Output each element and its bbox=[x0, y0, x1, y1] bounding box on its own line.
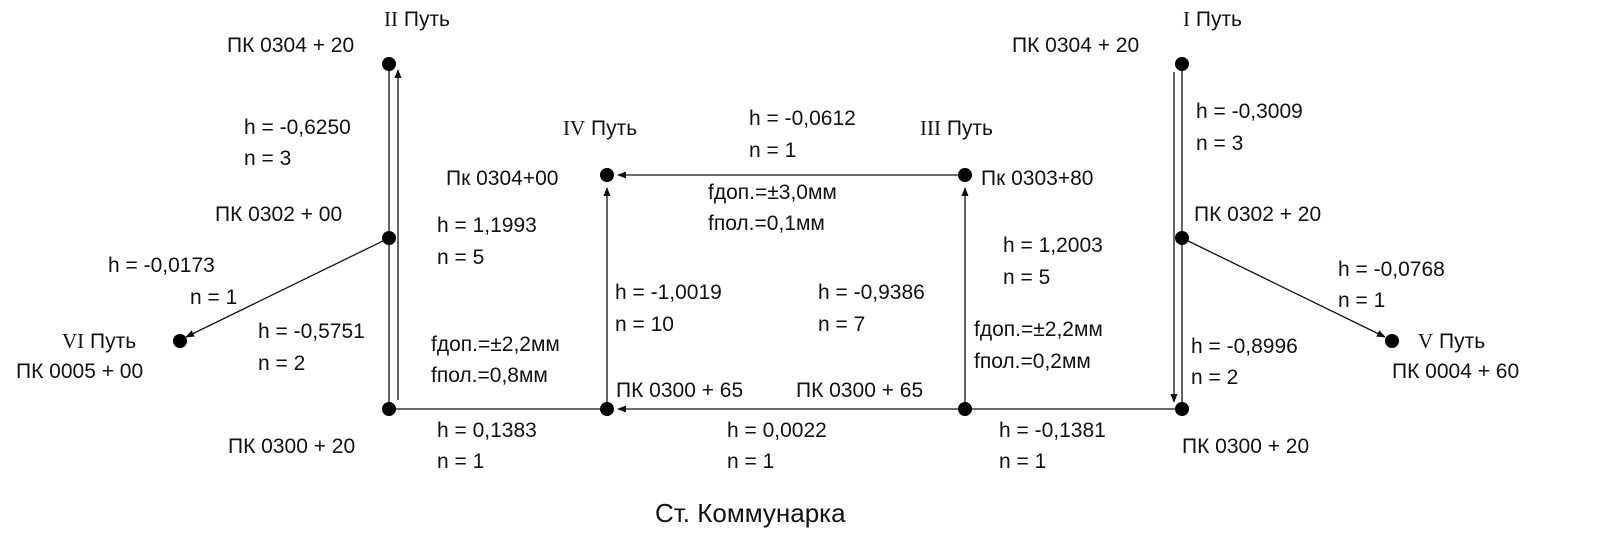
track-i-pk: ПК 0304 + 20 bbox=[1012, 34, 1139, 57]
nodes bbox=[173, 57, 1399, 416]
pk-center-tl: Пк 0304+00 bbox=[446, 167, 558, 190]
track-ii-label: II Путь bbox=[384, 7, 450, 31]
node-right-mid bbox=[1175, 231, 1189, 245]
meas-left-diag-h: h = -0,0173 bbox=[108, 254, 215, 277]
track-iv-label: IV Путь bbox=[563, 116, 637, 140]
track-v-label: V Путь bbox=[1418, 329, 1485, 353]
meas-left-bot-h: h = -0,5751 bbox=[258, 320, 365, 343]
pk-center-tr: Пк 0303+80 bbox=[981, 167, 1093, 190]
track-i-label: I Путь bbox=[1183, 7, 1242, 31]
node-track-vi bbox=[173, 334, 187, 348]
meas-bot-right-h: h = -0,1381 bbox=[999, 419, 1106, 442]
pk-left-mid: ПК 0302 + 00 bbox=[215, 203, 342, 226]
point-labels: ПК 0302 + 00 ПК 0300 + 20 ПК 0302 + 20 П… bbox=[215, 167, 1321, 458]
meas-bot-right-n: n = 1 bbox=[999, 450, 1046, 473]
pk-center-bl: ПК 0300 + 65 bbox=[616, 379, 743, 402]
tol-right-allowed: fдоп.=±2,2мм bbox=[974, 318, 1103, 341]
track-labels: II Путь ПК 0304 + 20 I Путь ПК 0304 + 20… bbox=[16, 7, 1519, 383]
node-left-mid bbox=[382, 231, 396, 245]
meas-bot-mid-h: h = 0,0022 bbox=[727, 419, 827, 442]
tol-left-actual: fпол.=0,8мм bbox=[431, 364, 548, 387]
meas-left-top-h: h = -0,6250 bbox=[244, 116, 351, 139]
track-vi-label: VI Путь bbox=[62, 329, 136, 353]
meas-right-top-h: h = -0,3009 bbox=[1196, 100, 1303, 123]
meas-c-right-h: h = -0,9386 bbox=[818, 281, 925, 304]
tol-left-allowed: fдоп.=±2,2мм bbox=[431, 333, 560, 356]
node-center-br bbox=[958, 402, 972, 416]
meas-lm-c-n: n = 5 bbox=[437, 246, 484, 269]
meas-rm-c-n: n = 5 bbox=[1003, 266, 1050, 289]
track-vi-pk: ПК 0005 + 00 bbox=[16, 360, 143, 383]
tolerances: fдоп.=±3,0мм fпол.=0,1мм fдоп.=±2,2мм fп… bbox=[431, 181, 1103, 387]
pk-left-bot: ПК 0300 + 20 bbox=[228, 435, 355, 458]
node-track-v bbox=[1385, 334, 1399, 348]
meas-left-bot-n: n = 2 bbox=[258, 352, 305, 375]
meas-right-diag-n: n = 1 bbox=[1338, 289, 1385, 312]
track-v-pk: ПК 0004 + 60 bbox=[1392, 360, 1519, 383]
edges bbox=[185, 64, 1386, 413]
meas-bot-mid-n: n = 1 bbox=[727, 450, 774, 473]
pk-center-br: ПК 0300 + 65 bbox=[796, 379, 923, 402]
meas-left-diag-n: n = 1 bbox=[190, 286, 237, 309]
node-center-tl bbox=[600, 168, 614, 182]
measurements: h = -0,6250 n = 3 h = -0,0173 n = 1 h = … bbox=[108, 100, 1445, 473]
node-right-top bbox=[1175, 57, 1189, 71]
node-left-bot bbox=[382, 402, 396, 416]
node-left-top bbox=[382, 57, 396, 71]
meas-top-c-h: h = -0,0612 bbox=[749, 107, 856, 130]
meas-bot-left-n: n = 1 bbox=[437, 450, 484, 473]
node-center-tr bbox=[958, 168, 972, 182]
meas-c-left-h: h = -1,0019 bbox=[615, 281, 722, 304]
meas-right-bot-n: n = 2 bbox=[1191, 366, 1238, 389]
track-ii-pk: ПК 0304 + 20 bbox=[227, 34, 354, 57]
node-right-bot bbox=[1175, 402, 1189, 416]
meas-right-bot-h: h = -0,8996 bbox=[1191, 335, 1298, 358]
pk-right-mid: ПК 0302 + 20 bbox=[1194, 203, 1321, 226]
meas-bot-left-h: h = 0,1383 bbox=[437, 419, 537, 442]
meas-top-c-n: n = 1 bbox=[749, 139, 796, 162]
tol-right-actual: fпол.=0,2мм bbox=[974, 350, 1091, 373]
edge-left-diag-arrow bbox=[185, 237, 390, 338]
tol-top-allowed: fдоп.=±3,0мм bbox=[708, 181, 837, 204]
meas-c-right-n: n = 7 bbox=[818, 313, 865, 336]
meas-right-diag-h: h = -0,0768 bbox=[1338, 258, 1445, 281]
edge-right-diag-arrow bbox=[1181, 237, 1386, 338]
meas-right-top-n: n = 3 bbox=[1196, 132, 1243, 155]
track-iii-label: III Путь bbox=[920, 116, 993, 140]
node-center-bl bbox=[600, 402, 614, 416]
meas-left-top-n: n = 3 bbox=[244, 147, 291, 170]
tol-top-actual: fпол.=0,1мм bbox=[708, 212, 825, 235]
meas-rm-c-h: h = 1,2003 bbox=[1003, 234, 1103, 257]
station-caption: Ст. Коммунарка bbox=[655, 498, 846, 528]
pk-right-bot: ПК 0300 + 20 bbox=[1182, 435, 1309, 458]
meas-lm-c-h: h = 1,1993 bbox=[437, 214, 537, 237]
meas-c-left-n: n = 10 bbox=[615, 313, 674, 336]
